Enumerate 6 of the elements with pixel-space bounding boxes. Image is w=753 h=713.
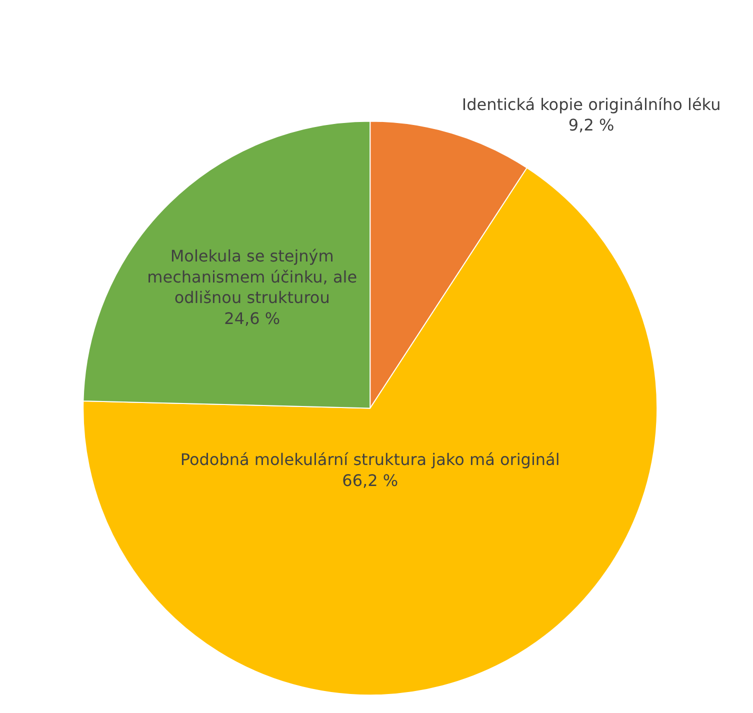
slice-label: Molekula se stejným mechanismem účinku, ale odlišnou strukturou xyxy=(147,246,358,308)
data-label: 24,6 % xyxy=(224,308,280,328)
data-label: 66,2 % xyxy=(342,471,398,490)
data-label: 9,2 % xyxy=(568,116,614,135)
slice-label: Identická kopie originálního léku xyxy=(462,94,721,114)
slice-label: Podobná molekulární struktura jako má originál xyxy=(180,450,560,470)
